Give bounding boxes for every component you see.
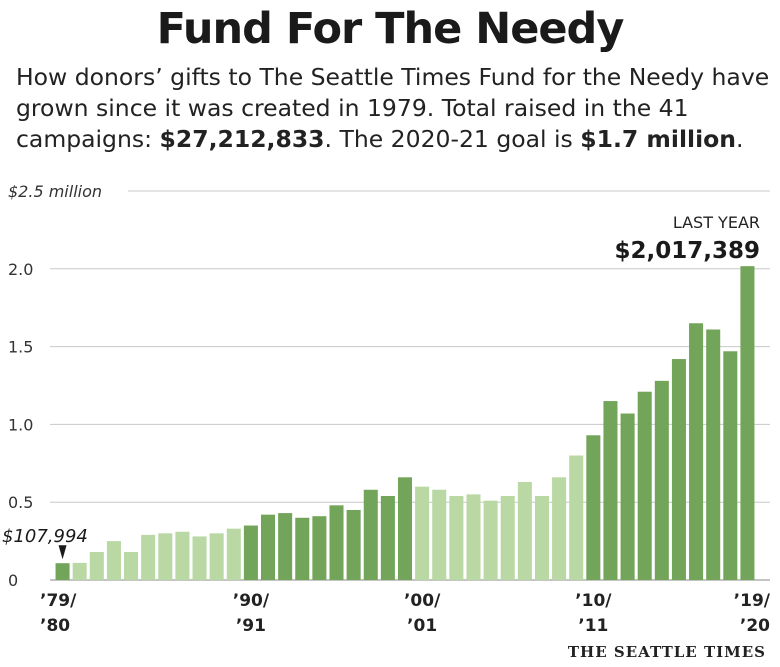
bar-2018/19 <box>723 351 738 580</box>
x-tick-label: ’80 <box>40 616 70 636</box>
arrow-down-icon <box>58 545 67 560</box>
bar-1983/84 <box>124 551 139 580</box>
bar-1979/80 <box>55 563 70 580</box>
bar-1980/81 <box>72 562 87 580</box>
bar-2002/03 <box>449 495 464 580</box>
y-axis: 0 0.5 1.0 1.5 2.0 $2.5 million <box>8 182 102 590</box>
annotations: $107,994 LAST YEAR $2,017,389 <box>2 213 760 560</box>
y-tick-label: 2.0 <box>8 260 33 279</box>
bar-1985/86 <box>158 533 173 580</box>
bar-1994/95 <box>312 516 327 580</box>
bar-1991/92 <box>261 514 276 580</box>
bar-2019/20 <box>740 266 755 580</box>
y-tick-label: 1.0 <box>8 415 33 434</box>
publisher-credit: THE SEATTLE TIMES <box>567 643 766 661</box>
bar-1998/99 <box>380 495 395 580</box>
bar-2003/04 <box>466 494 481 580</box>
bar-2012/13 <box>620 413 635 580</box>
bar-1992/93 <box>278 513 293 580</box>
subtitle-total: $27,212,833 <box>159 125 325 153</box>
x-tick-label: ’79/ <box>40 591 77 611</box>
y-tick-label: $2.5 million <box>8 182 102 201</box>
y-tick-label: 0.5 <box>8 493 33 512</box>
subtitle-text-2: . The 2020-21 goal is <box>324 125 581 153</box>
bar-2009/10 <box>569 455 584 580</box>
subtitle-goal: $1.7 million <box>580 125 737 153</box>
bar-chart: 0 0.5 1.0 1.5 2.0 $2.5 million ’79/ ’80 ’90/ ’91… <box>2 182 771 636</box>
chart-subtitle: How donors’ gifts to The Seattle Times F… <box>16 62 776 155</box>
bar-2004/05 <box>483 500 498 580</box>
bar-2006/07 <box>517 481 532 580</box>
bar-1990/91 <box>243 525 258 580</box>
x-tick-label: ’00/ <box>404 591 441 611</box>
bar-1988/89 <box>209 533 224 580</box>
x-tick-label: ’90/ <box>233 591 270 611</box>
bar-1986/87 <box>175 531 190 580</box>
bar-2008/09 <box>552 477 567 580</box>
bar-2013/14 <box>637 391 652 580</box>
bar-1981/82 <box>89 551 104 580</box>
chart-title: Fund For The Needy <box>156 4 625 54</box>
bars <box>55 266 755 580</box>
bar-1982/83 <box>106 541 121 580</box>
subtitle-text-1: How donors’ gifts to The Seattle Times F… <box>16 63 770 153</box>
last-year-label: LAST YEAR <box>673 213 760 232</box>
y-tick-label: 1.5 <box>8 338 33 357</box>
x-tick-label: ’11 <box>578 616 608 636</box>
x-tick-label: ’20 <box>740 616 770 636</box>
bar-2011/12 <box>603 401 618 580</box>
subtitle-text-3: . <box>736 125 744 153</box>
last-year-value: $2,017,389 <box>614 238 760 264</box>
bar-1987/88 <box>192 536 207 580</box>
x-tick-label: ’19/ <box>734 591 771 611</box>
bar-2005/06 <box>500 495 515 580</box>
x-tick-label: ’91 <box>236 616 266 636</box>
x-tick-label: ’10/ <box>575 591 612 611</box>
bar-1997/98 <box>363 489 378 580</box>
bar-2014/15 <box>654 380 669 580</box>
bar-2015/16 <box>671 359 686 580</box>
y-tick-label: 0 <box>8 571 18 590</box>
bar-2010/11 <box>586 435 601 580</box>
bar-1996/97 <box>346 509 361 580</box>
bar-2017/18 <box>706 329 721 580</box>
bar-1995/96 <box>329 505 344 580</box>
bar-1993/94 <box>295 517 310 580</box>
bar-2001/02 <box>432 489 447 580</box>
first-value-label: $107,994 <box>2 526 88 547</box>
bar-2007/08 <box>534 495 549 580</box>
bar-2000/01 <box>415 486 430 580</box>
x-tick-label: ’01 <box>407 616 437 636</box>
bar-1999/00 <box>397 477 413 580</box>
bar-2016/17 <box>689 323 704 580</box>
bar-1984/85 <box>141 534 156 580</box>
bar-1989/90 <box>226 528 241 580</box>
x-axis: ’79/ ’80 ’90/ ’91 ’00/ ’01 ’10/ ’11 ’19/ ’20 <box>40 591 771 636</box>
